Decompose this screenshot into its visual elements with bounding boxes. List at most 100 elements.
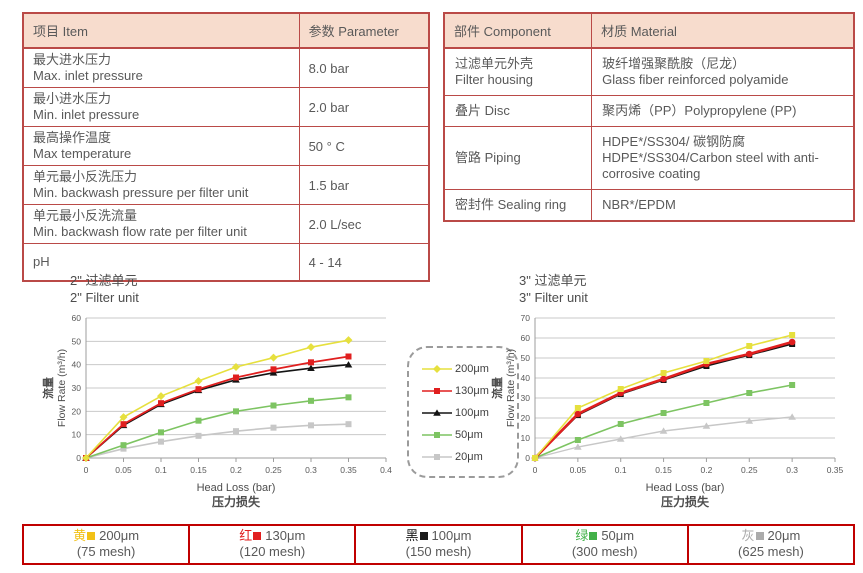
chart-plot: 0 10 20 30 40 50 60 70 0 0.05 0.1 0.15 0.2 0.25 0.3 0.3… — [490, 313, 844, 509]
mesh-cell-size-line: 绿 50μm — [523, 528, 687, 544]
value-cell: 1.5 bar — [298, 165, 430, 205]
y-tick-label: 60 — [521, 333, 531, 343]
material-line: Glass fiber reinforced polyamide — [602, 72, 789, 87]
chart-title-line: 3" 过滤单元 — [519, 273, 587, 288]
material-cell: HDPE*/SS304/ 碳钢防腐 HDPE*/SS304/Carbon stee… — [591, 126, 855, 190]
mesh-cell-200um: 黄 200μm (75 mesh) — [24, 526, 188, 563]
x-tick-label: 0.15 — [655, 465, 672, 475]
y-tick-label: 20 — [521, 413, 531, 423]
y-tick-label: 70 — [521, 313, 531, 323]
table-row: pH 4 - 14 — [22, 243, 430, 282]
value-cell: 4 - 14 — [298, 243, 430, 282]
table-row: 单元最小反洗流量 Min. backwash flow rate per filt… — [22, 204, 430, 244]
item-cell: pH — [22, 243, 300, 282]
item-line: 最小进水压力 — [33, 91, 112, 106]
y-tick-label: 10 — [72, 430, 82, 440]
mesh-count-label: (300 mesh) — [571, 544, 638, 559]
chart-title: 2" 过滤单元 2" Filter unit — [70, 272, 418, 306]
series-20um — [531, 413, 796, 461]
chart-title-line: 2" 过滤单元 — [70, 273, 138, 288]
x-tick-label: 0.05 — [570, 465, 587, 475]
color-swatch — [87, 532, 96, 540]
spec-table: 项目 Item 参数 Parameter 最大进水压力 Max. inlet pres… — [22, 12, 430, 282]
legend-item-label: 130μm — [455, 385, 489, 397]
material-line: HDPE*/SS304/ 碳钢防腐 — [602, 134, 746, 149]
color-name-label: 灰 — [741, 528, 755, 543]
item-line: Max. inlet pressure — [33, 68, 143, 83]
component-cell: 密封件 Sealing ring — [443, 189, 593, 222]
table-row: 过滤单元外壳 Filter housing 玻纤增强聚酰胺（尼龙） Glass fib… — [443, 47, 855, 96]
chart-2in-filter-unit: 2" 过滤单元 2" Filter unit 0 10 20 30 40 50 60 0 0.05 0… — [38, 272, 418, 516]
component-line: 密封件 Sealing ring — [455, 197, 567, 212]
item-line: Max temperature — [33, 146, 132, 161]
item-line: pH — [33, 254, 50, 269]
x-tick-label: 0.35 — [340, 465, 357, 475]
mesh-size-label: 200μm — [99, 528, 140, 543]
y-tick-label: 10 — [521, 433, 531, 443]
mesh-count-label: (75 mesh) — [76, 544, 136, 559]
material-line: 聚丙烯（PP）Polypropylene (PP) — [602, 103, 797, 118]
table-row: 最大进水压力 Max. inlet pressure 8.0 bar — [22, 47, 430, 88]
chart-3in-filter-unit: 3" 过滤单元 3" Filter unit 0 10 20 30 40 50 60 70 0 0.0… — [487, 272, 863, 516]
legend-marker-icon — [422, 454, 452, 460]
color-name-label: 黄 — [73, 528, 87, 543]
legend-marker-icon — [422, 432, 452, 438]
y-tick-label: 50 — [72, 336, 82, 346]
mesh-cell-100um: 黑 100μm (150 mesh) — [354, 526, 520, 563]
item-cell: 单元最小反洗压力 Min. backwash pressure per filte… — [22, 165, 300, 205]
x-axis-label-zh: 压力损失 — [661, 494, 710, 509]
mesh-cell-130um: 红 130μm (120 mesh) — [188, 526, 354, 563]
x-tick-label: 0.3 — [786, 465, 798, 475]
item-line: Min. inlet pressure — [33, 107, 140, 122]
x-tick-label: 0.2 — [701, 465, 713, 475]
mesh-size-label: 50μm — [601, 528, 635, 543]
legend-item-label: 20μm — [455, 451, 483, 463]
table-row: 最小进水压力 Min. inlet pressure 2.0 bar — [22, 87, 430, 127]
color-name-label: 绿 — [575, 528, 589, 543]
component-cell: 管路 Piping — [443, 126, 593, 190]
mesh-size-label: 20μm — [767, 528, 801, 543]
table-row: 单元最小反洗压力 Min. backwash pressure per filte… — [22, 165, 430, 205]
legend-item-20um: 20μm — [421, 446, 515, 468]
mesh-count-label: (120 mesh) — [239, 544, 306, 559]
x-tick-label: 0.35 — [827, 465, 844, 475]
y-axis-label-zh: 流量 — [490, 377, 504, 399]
y-tick-label: 40 — [521, 373, 531, 383]
y-tick-label: 30 — [72, 383, 82, 393]
x-axis-label-en: Head Loss (bar) — [197, 482, 276, 494]
y-tick-label: 20 — [72, 406, 82, 416]
mesh-cell-size-line: 红 130μm — [190, 528, 354, 544]
item-line: 最高操作温度 — [33, 130, 112, 145]
x-tick-label: 0.1 — [155, 465, 167, 475]
y-tick-label: 30 — [521, 393, 531, 403]
mesh-count-label: (625 mesh) — [738, 544, 804, 559]
mesh-cell-50um: 绿 50μm (300 mesh) — [520, 526, 687, 563]
chart-title-line: 3" Filter unit — [519, 290, 588, 305]
series-200um — [82, 336, 353, 462]
component-cell: 叠片 Disc — [443, 95, 593, 127]
color-swatch — [589, 532, 598, 540]
color-name-label: 黑 — [405, 528, 419, 543]
header-row: 项目 Item 参数 Parameter — [22, 12, 430, 49]
item-line: 单元最小反洗压力 — [33, 169, 138, 184]
material-cell: 玻纤增强聚酰胺（尼龙） Glass fiber reinforced polyam… — [591, 47, 855, 96]
header-cell-0: 部件 Component — [443, 12, 593, 49]
mesh-legend-bar: 黄 200μm (75 mesh) 红 130μm (120 mesh) 黑 100μm (15… — [22, 524, 855, 565]
x-tick-label: 0.05 — [115, 465, 132, 475]
item-cell: 最小进水压力 Min. inlet pressure — [22, 87, 300, 127]
table-row: 管路 Piping HDPE*/SS304/ 碳钢防腐 HDPE*/SS304/Ca… — [443, 126, 855, 190]
x-axis-label-en: Head Loss (bar) — [646, 482, 725, 494]
table-row: 叠片 Disc 聚丙烯（PP）Polypropylene (PP) — [443, 95, 855, 127]
series-200um — [532, 332, 796, 461]
x-axis-label-zh: 压力损失 — [212, 494, 261, 509]
y-axis-label-en: Flow Rate (m³/h) — [505, 349, 517, 427]
material-line: 玻纤增强聚酰胺（尼龙） — [602, 56, 746, 71]
mesh-size-label: 100μm — [431, 528, 472, 543]
legend-item-100um: 100μm — [421, 402, 515, 424]
chart-title: 3" 过滤单元 3" Filter unit — [519, 272, 863, 306]
legend-item-label: 100μm — [455, 407, 489, 419]
legend-item-label: 50μm — [455, 429, 483, 441]
y-tick-label: 40 — [72, 360, 82, 370]
material-line: HDPE*/SS304/Carbon steel with anti-corro… — [602, 150, 819, 181]
